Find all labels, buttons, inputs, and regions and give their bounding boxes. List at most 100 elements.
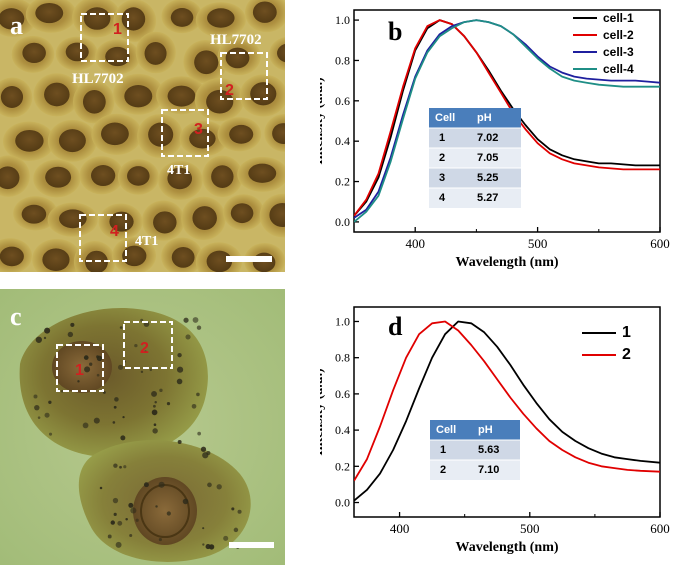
roi-box-c-1: 1 <box>56 344 104 392</box>
granule <box>166 511 171 516</box>
granule <box>89 362 93 366</box>
x-tick-label: 400 <box>390 521 410 536</box>
granule <box>134 343 138 348</box>
cell-nucleus <box>252 1 277 23</box>
granule <box>48 432 53 436</box>
y-tick-label: 0.6 <box>335 94 350 108</box>
cell-nucleus <box>230 203 254 224</box>
granule <box>112 497 119 504</box>
roi-box-3: 3 <box>161 109 209 157</box>
legend-label-2: 2 <box>622 346 631 363</box>
cell-nucleus <box>121 7 146 31</box>
granule <box>149 368 153 372</box>
y-tick-label: 0.2 <box>335 175 350 189</box>
cell-nucleus <box>21 204 47 224</box>
roi-c-number-1: 1 <box>75 362 84 379</box>
y-tick-label: 1.0 <box>335 314 350 328</box>
cell-nucleus <box>42 248 70 272</box>
ph-table-header-cell: Cell <box>436 424 456 436</box>
granule <box>110 520 115 525</box>
y-tick-label: 0.0 <box>335 496 350 510</box>
cell-nucleus <box>82 90 106 114</box>
granule <box>117 364 124 370</box>
x-axis-label: Wavelength (nm) <box>455 255 558 270</box>
granule <box>216 484 222 490</box>
granule <box>130 507 137 514</box>
cell-nucleus <box>206 250 233 272</box>
granule <box>113 512 117 516</box>
series-line-cell-2 <box>354 19 660 217</box>
granule <box>37 416 41 419</box>
granule <box>117 520 123 526</box>
cell-nucleus <box>15 129 44 152</box>
cell-nucleus <box>90 165 116 187</box>
cell-nucleus <box>167 85 196 107</box>
granule <box>202 527 205 530</box>
series-line-2 <box>354 320 660 482</box>
cell-nucleus <box>44 82 70 107</box>
panel-letter-c: c <box>10 302 22 331</box>
cell-nucleus <box>192 206 217 231</box>
cell-nucleus <box>171 246 195 268</box>
granule <box>152 404 156 408</box>
y-tick-label: 0.2 <box>335 459 350 473</box>
granule <box>151 390 157 397</box>
ph-table-row <box>429 168 521 188</box>
granule <box>128 502 134 508</box>
granule <box>202 543 205 546</box>
ph-table-cell: 5.25 <box>477 172 498 184</box>
ph-table-header <box>430 420 520 440</box>
panel-letter-a: a <box>10 11 23 40</box>
cell-nucleus <box>0 8 25 30</box>
granule <box>96 373 100 377</box>
granule <box>177 440 182 444</box>
micrograph-panel-a: a 1 HL7702 2 HL7702 3 4T1 4 4T1 <box>0 0 285 272</box>
granule <box>107 534 112 539</box>
granule <box>176 378 183 385</box>
granule <box>120 435 126 441</box>
legend-label-cell-3: cell-3 <box>603 45 634 59</box>
ph-table-row <box>429 148 521 168</box>
x-tick-label: 500 <box>528 236 548 251</box>
cell-nucleus <box>167 167 193 190</box>
cell-nucleus <box>153 211 177 234</box>
cell-nucleus <box>248 163 277 183</box>
roi-number-1: 1 <box>113 21 122 38</box>
spectra-chart-b: b 400 500 600 0.0 0.2 0.4 0.6 0.8 1.0 Wavelength … <box>311 9 670 270</box>
granule <box>192 317 199 323</box>
ph-table-cell: 1 <box>439 132 445 144</box>
granule <box>96 355 100 359</box>
roi-box-c-2: 2 <box>123 321 173 369</box>
granule <box>48 400 52 404</box>
y-tick-label: 1.0 <box>335 13 350 27</box>
granule <box>99 486 103 490</box>
cell-nucleus <box>105 46 130 67</box>
granule <box>33 394 38 399</box>
granule <box>223 535 229 541</box>
granule <box>176 366 184 373</box>
granule <box>231 507 235 511</box>
y-tick-label: 0.0 <box>335 215 350 229</box>
cell-nucleus <box>252 252 276 272</box>
cell-nucleus <box>207 8 235 28</box>
granule <box>67 331 74 338</box>
cell-nucleus <box>269 202 285 227</box>
series-line-1 <box>354 320 660 502</box>
cell-nucleus <box>144 42 167 65</box>
nucleus-c-lower <box>133 477 197 545</box>
granule <box>82 422 89 429</box>
granule <box>152 428 158 434</box>
cell-nucleus <box>206 89 234 114</box>
series-line-cell-4 <box>354 19 660 223</box>
ph-table-row <box>430 460 520 480</box>
granule <box>35 336 43 343</box>
cell-nucleus <box>277 43 285 63</box>
cell-label-1: HL7702 <box>72 71 124 87</box>
nucleus-c-upper <box>52 341 112 393</box>
granule <box>166 402 171 406</box>
granule <box>196 325 202 330</box>
spectra-chart-d: d 400 500 600 0.0 0.2 0.4 0.6 0.8 1.0 Wavelength … <box>311 306 670 555</box>
cell-nucleus <box>0 246 24 267</box>
granule <box>125 518 128 521</box>
granule <box>44 412 50 418</box>
